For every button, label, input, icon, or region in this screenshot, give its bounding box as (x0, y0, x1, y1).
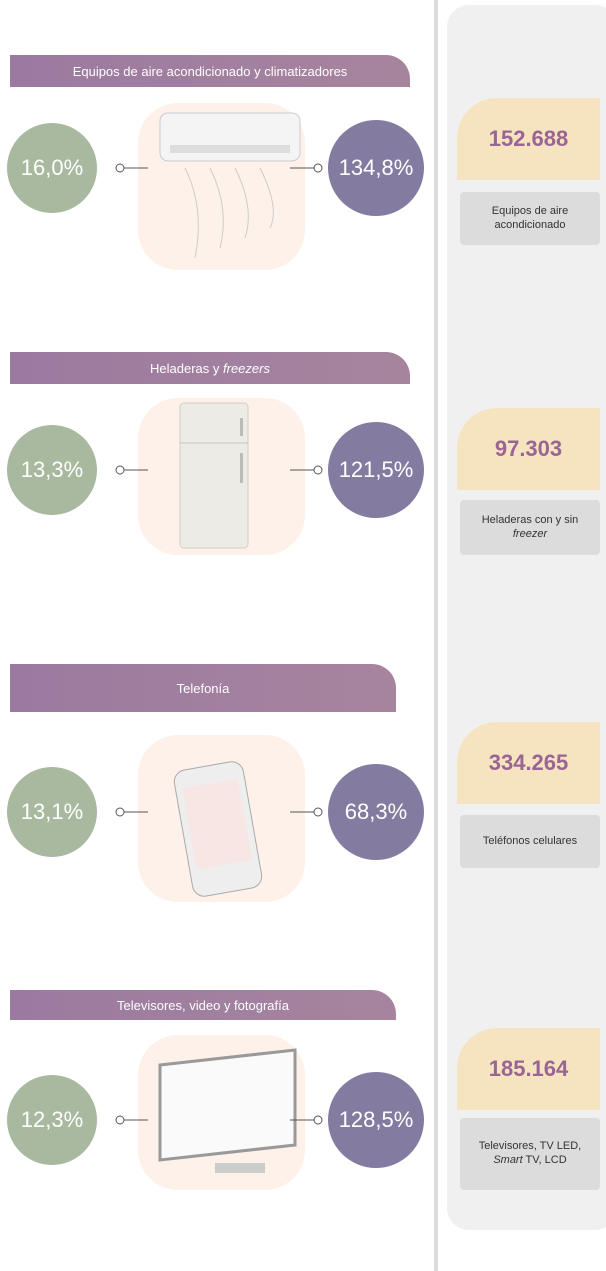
text: Equipos de aire acondicionado y climatiz… (73, 64, 348, 79)
text: Teléfonos celulares (483, 835, 577, 849)
text-part: Televisores, video y fotografía (117, 998, 289, 1013)
page: Equipos de aire acondicionado y climatiz… (0, 0, 606, 1271)
connector-dot (314, 466, 322, 474)
text: Heladeras y freezers (150, 361, 270, 376)
text-part: Equipos de aire acondicionado y climatiz… (73, 64, 348, 79)
description: Equipos de aire acondicionado (460, 192, 600, 245)
text: Telefonía (177, 681, 230, 696)
left-percent: 16,0% (7, 123, 97, 213)
connector-dot (116, 164, 124, 172)
connector-dot (314, 808, 322, 816)
text-part: Heladeras con y sin (482, 514, 579, 526)
tv-stand (215, 1163, 265, 1173)
handle (240, 418, 243, 436)
text: Equipos de aire acondicionado (470, 205, 590, 233)
description: Teléfonos celulares (460, 815, 600, 868)
right-percent: 128,5% (328, 1072, 424, 1168)
connector-dot (116, 1116, 124, 1124)
divider (434, 0, 438, 1271)
left-percent: 12,3% (7, 1075, 97, 1165)
connector-dot (314, 164, 322, 172)
text-part: freezer (513, 528, 547, 540)
left-percent: 13,1% (7, 767, 97, 857)
description: Heladeras con y sin freezer (460, 500, 600, 555)
text-part: Heladeras y (150, 361, 219, 376)
text-part: Equipos de aire acondicionado (492, 205, 568, 231)
count: 152.688 (457, 98, 600, 180)
ac-vent (170, 145, 290, 153)
right-percent: 121,5% (328, 422, 424, 518)
text-part: TV, LCD (526, 1154, 567, 1166)
connector-dot (314, 1116, 322, 1124)
description: Televisores, TV LED, Smart TV, LCD (460, 1118, 600, 1190)
text-part: Smart (493, 1154, 522, 1166)
text-part: Telefonía (177, 681, 230, 696)
count: 185.164 (457, 1028, 600, 1110)
count: 97.303 (457, 408, 600, 490)
fridge (180, 403, 248, 548)
left-percent: 13,3% (7, 425, 97, 515)
right-percent: 68,3% (328, 764, 424, 860)
section-title: Equipos de aire acondicionado y climatiz… (10, 55, 410, 87)
count: 334.265 (457, 722, 600, 804)
connector-dot (116, 808, 124, 816)
connector-dot (116, 466, 124, 474)
ac-unit (160, 113, 300, 161)
section-title: Telefonía (10, 664, 396, 712)
text-part: Teléfonos celulares (483, 835, 577, 847)
right-percent: 134,8% (328, 120, 424, 216)
text: Televisores, TV LED, Smart TV, LCD (470, 1140, 590, 1168)
handle (240, 453, 243, 483)
text: Heladeras con y sin freezer (470, 514, 590, 542)
text-part: freezers (223, 361, 270, 376)
section-title: Televisores, video y fotografía (10, 990, 396, 1020)
text-part: Televisores, TV LED, (479, 1140, 582, 1152)
section-title: Heladeras y freezers (10, 352, 410, 384)
tv (160, 1050, 295, 1160)
text: Televisores, video y fotografía (117, 998, 289, 1013)
